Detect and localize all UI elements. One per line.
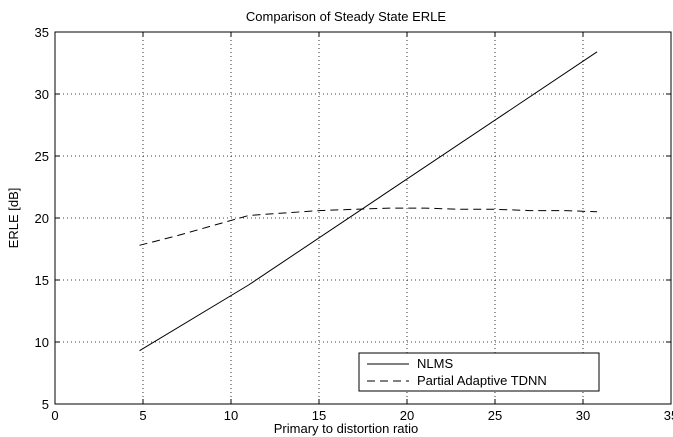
y-tick-label: 5 (42, 397, 49, 412)
y-tick-label: 25 (35, 149, 49, 164)
axis-ticks: 051015202530355101520253035 (35, 25, 673, 423)
x-tick-label: 15 (312, 408, 326, 423)
legend-box (358, 352, 600, 392)
x-tick-label: 35 (664, 408, 673, 423)
x-axis-label: Primary to distortion ratio (274, 421, 419, 436)
y-tick-label: 15 (35, 273, 49, 288)
x-tick-label: 0 (51, 408, 58, 423)
x-tick-label: 20 (400, 408, 414, 423)
chart-title: Comparison of Steady State ERLE (246, 9, 446, 24)
series-line-nlms (139, 51, 598, 352)
legend-label-partial-adaptive-tdnn: Partial Adaptive TDNN (417, 373, 547, 388)
x-tick-label: 30 (576, 408, 590, 423)
legend: NLMS Partial Adaptive TDNN (358, 352, 600, 392)
series-layer (139, 51, 598, 352)
legend-label-nlms: NLMS (417, 356, 453, 371)
grid (55, 32, 671, 404)
series-line-partial-adaptive-tdnn (139, 207, 598, 246)
y-tick-label: 20 (35, 211, 49, 226)
x-tick-label: 25 (488, 408, 502, 423)
x-tick-label: 10 (224, 408, 238, 423)
y-tick-label: 35 (35, 25, 49, 40)
y-tick-label: 10 (35, 335, 49, 350)
y-tick-label: 30 (35, 87, 49, 102)
x-tick-label: 5 (139, 408, 146, 423)
y-axis-label: ERLE [dB] (6, 188, 21, 249)
